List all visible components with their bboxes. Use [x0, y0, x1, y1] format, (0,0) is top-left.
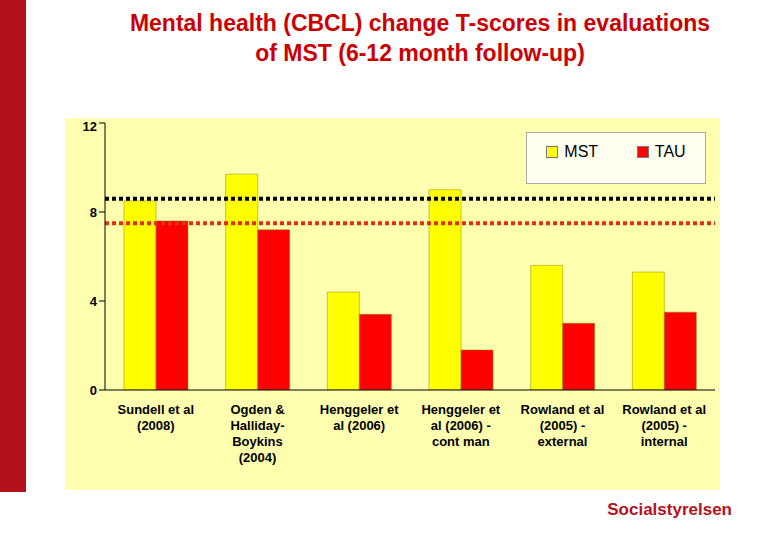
svg-text:Sundell et al(2008): Sundell et al(2008) — [118, 402, 195, 433]
svg-text:Rowland et al(2005) -external: Rowland et al(2005) -external — [521, 402, 605, 449]
svg-text:Henggeler etal (2006) -cont ma: Henggeler etal (2006) -cont man — [421, 402, 500, 449]
svg-text:12: 12 — [83, 119, 97, 134]
svg-text:Ogden &Halliday-Boykins(2004): Ogden &Halliday-Boykins(2004) — [230, 402, 284, 465]
html-text:MST: MST — [564, 143, 599, 160]
html-text:TAU: TAU — [654, 143, 686, 160]
html-text:Mental health (CBCL) change T-: Mental health (CBCL) change T-scores in … — [129, 10, 711, 66]
svg-text:8: 8 — [90, 205, 97, 220]
html-text:Socialstyrelsen: Socialstyrelsen — [607, 500, 732, 519]
svg-text:0: 0 — [90, 383, 97, 398]
svg-text:Rowland et al(2005) -internal: Rowland et al(2005) -internal — [622, 402, 706, 449]
svg-text:4: 4 — [90, 294, 98, 309]
svg-text:Henggeler etal (2006): Henggeler etal (2006) — [320, 402, 399, 433]
